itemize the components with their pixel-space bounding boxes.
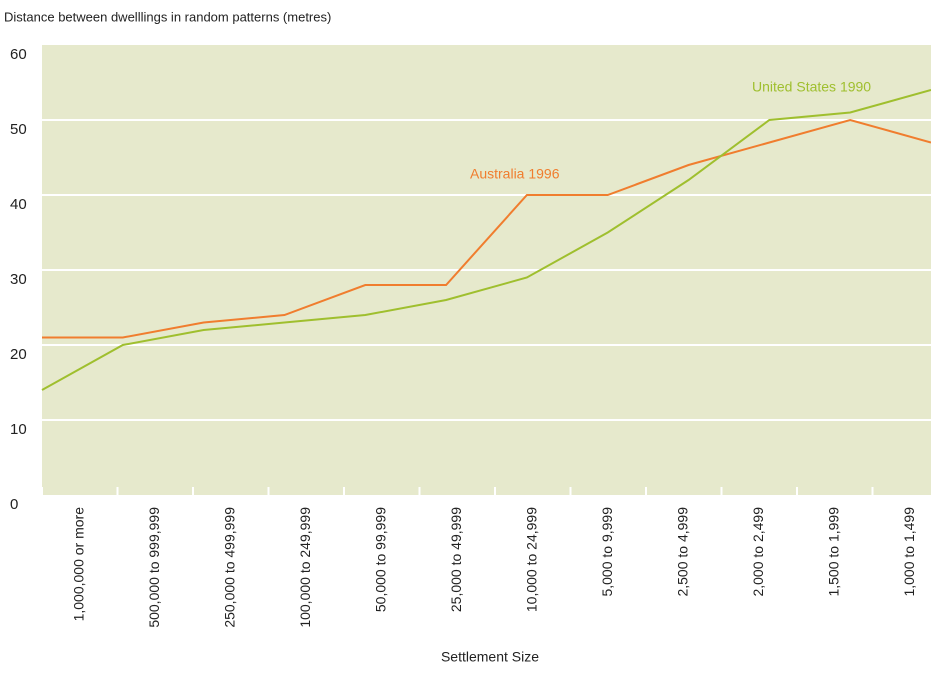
y-tick-label: 50 bbox=[10, 121, 27, 138]
x-tick-label: 10,000 to 24,999 bbox=[523, 507, 539, 612]
y-tick-label: 60 bbox=[10, 46, 27, 63]
y-tick-label: 0 bbox=[10, 496, 18, 513]
x-axis-label: Settlement Size bbox=[441, 649, 539, 665]
x-tick-label: 1,500 to 1,999 bbox=[825, 507, 841, 597]
x-tick-label: 250,000 to 499,999 bbox=[221, 507, 237, 628]
x-tick-label: 25,000 to 49,999 bbox=[448, 507, 464, 612]
line-series bbox=[42, 118, 931, 339]
x-tick-label: 1,000 to 1,499 bbox=[901, 507, 917, 597]
series-label: United States 1990 bbox=[752, 79, 871, 95]
x-tick-label: 50,000 to 99,999 bbox=[372, 507, 388, 612]
y-tick-label: 40 bbox=[10, 196, 27, 213]
x-tick-label: 1,000,000 or more bbox=[70, 507, 86, 622]
y-tick-label: 20 bbox=[10, 346, 27, 363]
x-tick-label: 500,000 to 999,999 bbox=[146, 507, 162, 628]
x-tick-label: 2,000 to 2,499 bbox=[750, 507, 766, 597]
y-tick-label: 30 bbox=[10, 271, 27, 288]
y-tick-label: 10 bbox=[10, 421, 27, 438]
x-tick-label: 2,500 to 4,999 bbox=[674, 507, 690, 597]
series-label: Australia 1996 bbox=[470, 166, 560, 182]
x-tick-label: 5,000 to 9,999 bbox=[599, 507, 615, 597]
x-tick-label: 100,000 to 249,999 bbox=[297, 507, 313, 628]
line-series bbox=[41, 89, 931, 391]
chart-title: Distance between dwelllings in random pa… bbox=[4, 9, 331, 24]
